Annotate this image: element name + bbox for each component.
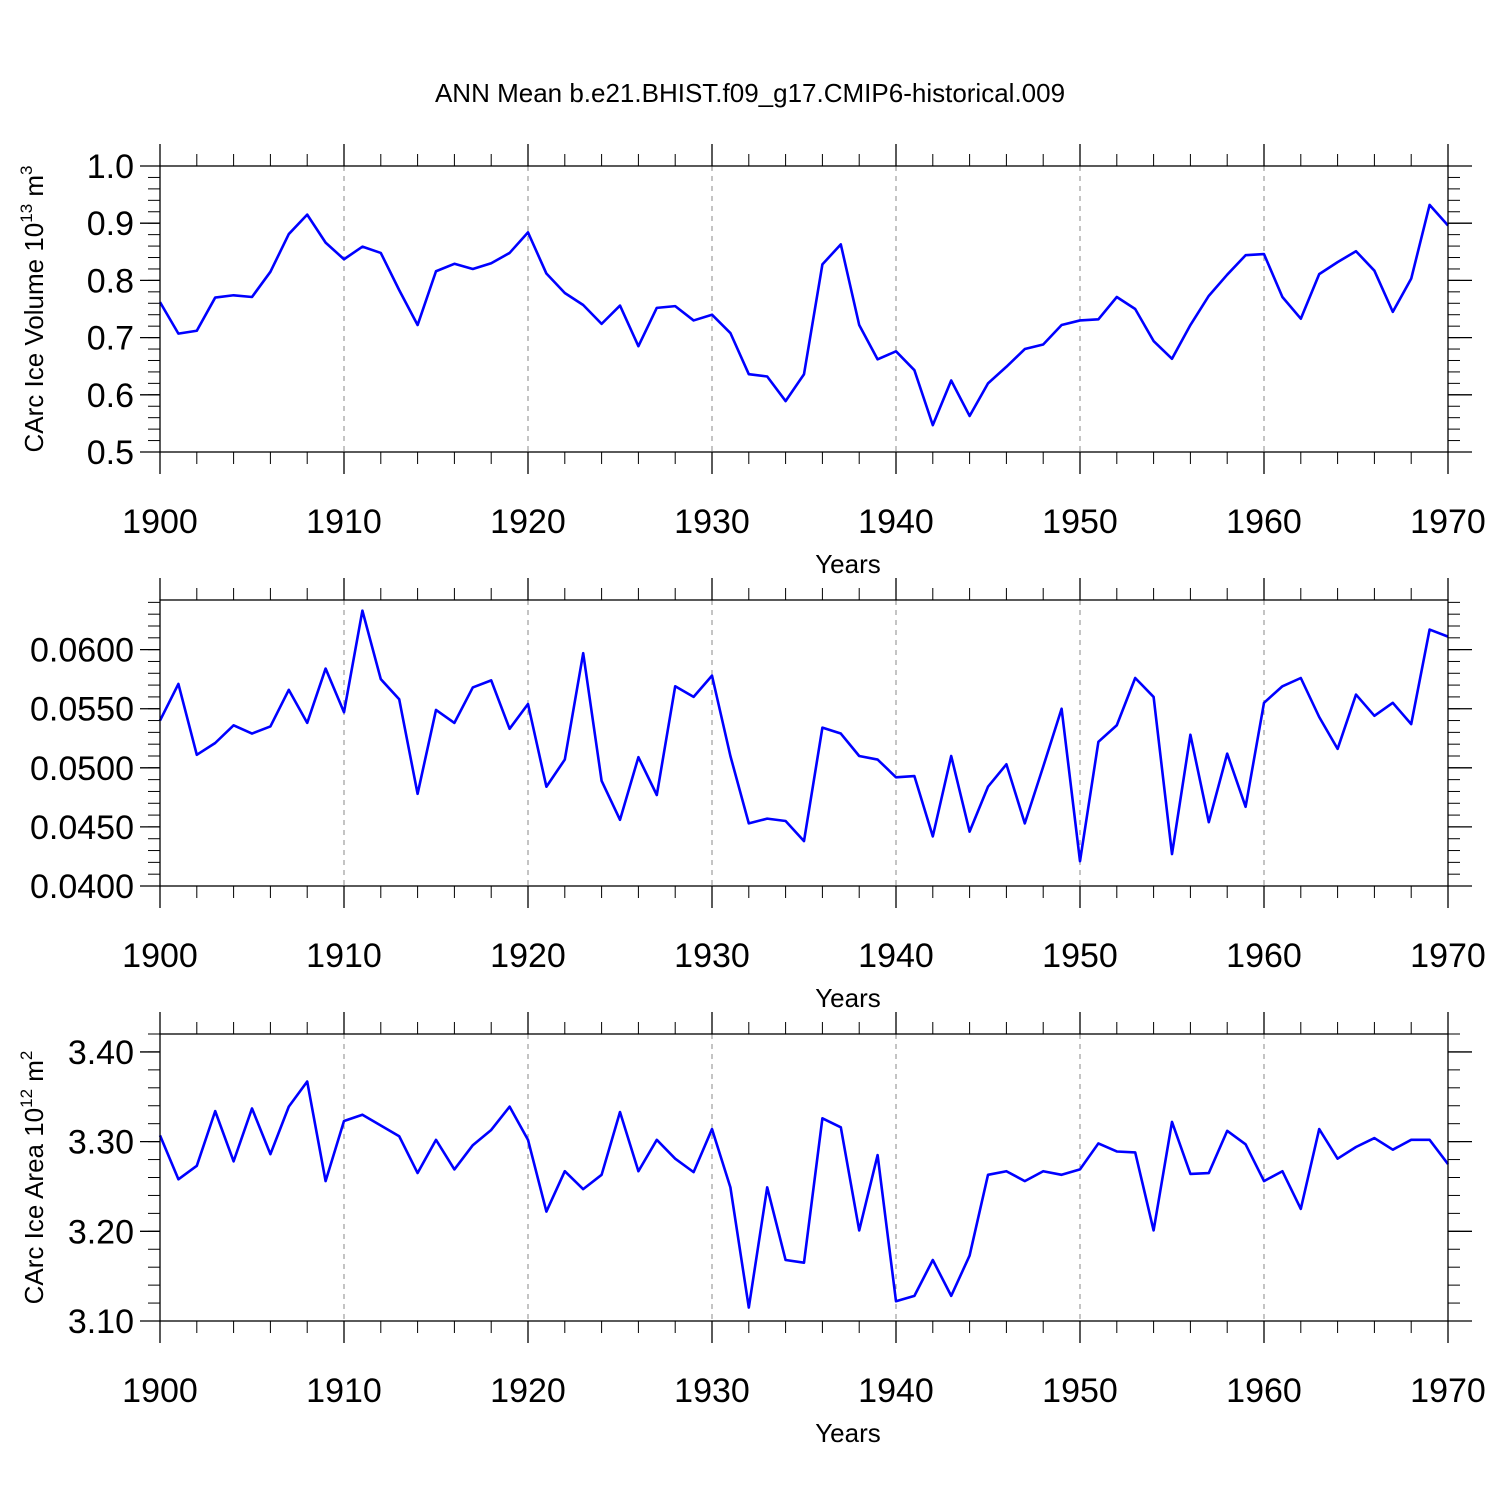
- x-tick-label: 1900: [122, 503, 198, 541]
- y-tick-label: 0.5: [87, 434, 134, 472]
- y-tick-label: 3.10: [68, 1303, 134, 1341]
- y-axis-title: CArc Ice Area 1012 m2: [17, 1051, 49, 1305]
- x-tick-label: 1950: [1042, 503, 1118, 541]
- y-tick-label: 1.0: [87, 148, 134, 186]
- series-line: [158, 609, 1449, 863]
- y-tick-label: 3.40: [68, 1034, 134, 1072]
- series-line: [158, 203, 1449, 427]
- x-axis-title: Years: [815, 983, 881, 1013]
- series-line: [158, 1080, 1450, 1309]
- chart-panels: 1900 1910 1920 1930 1940 1950 1960 1970 0.5 0.6 0.…: [17, 144, 1486, 1448]
- y-tick-label: 0.7: [87, 320, 134, 358]
- y-axis-title-sup2: 2: [17, 1051, 36, 1060]
- x-tick-label: 1960: [1226, 503, 1302, 541]
- y-tick-label: 0.8: [87, 262, 134, 300]
- x-tick-label: 1930: [674, 937, 750, 975]
- y-tick-label: 0.0550: [30, 691, 134, 729]
- x-tick-label: 1900: [122, 937, 198, 975]
- y-tick-label: 3.20: [68, 1213, 134, 1251]
- x-tick-label: 1970: [1410, 503, 1486, 541]
- y-axis-title-base: CArc Ice Area 10: [19, 1108, 49, 1305]
- y-axis-title-mid: m: [19, 1060, 49, 1089]
- y-tick-label: 0.6: [87, 377, 134, 415]
- y-tick-label: 0.0400: [30, 868, 134, 906]
- plot-frame: [159, 599, 1449, 887]
- x-axis-title: Years: [815, 549, 881, 579]
- x-tick-label: 1940: [858, 1372, 934, 1410]
- chart-title: ANN Mean b.e21.BHIST.f09_g17.CMIP6-histo…: [435, 78, 1065, 108]
- chart-panel-1: 1900 1910 1920 1930 1940 1950 1960 1970 0.5 0.6 0.…: [17, 144, 1486, 579]
- x-tick-label: 1940: [858, 937, 934, 975]
- x-tick-label: 1910: [306, 1372, 382, 1410]
- x-tick-label: 1960: [1226, 1372, 1302, 1410]
- y-axis-title: CArc Ice Volume 1013 m3: [17, 165, 49, 452]
- x-tick-label: 1940: [858, 503, 934, 541]
- x-tick-label: 1950: [1042, 937, 1118, 975]
- y-tick-label: 0.0600: [30, 632, 134, 670]
- y-tick-label: 0.0500: [30, 750, 134, 788]
- y-tick-label: 0.9: [87, 205, 134, 243]
- x-tick-label: 1920: [490, 937, 566, 975]
- y-axis-title-sup1: 13: [17, 204, 36, 223]
- y-axis-title-mid: m: [19, 175, 49, 204]
- y-axis-title-sup2: 3: [17, 165, 36, 174]
- plot-frame: [159, 1033, 1449, 1322]
- x-axis-title: Years: [815, 1418, 881, 1448]
- x-tick-label: 1960: [1226, 937, 1302, 975]
- x-tick-label: 1930: [674, 1372, 750, 1410]
- x-tick-label: 1910: [306, 503, 382, 541]
- y-axis-title-base: CArc Ice Volume 10: [19, 223, 49, 453]
- x-tick-label: 1970: [1410, 1372, 1486, 1410]
- x-tick-label: 1920: [490, 503, 566, 541]
- x-tick-label: 1950: [1042, 1372, 1118, 1410]
- x-tick-label: 1900: [122, 1372, 198, 1410]
- plot-frame: [159, 165, 1449, 453]
- y-axis-title-sup1: 12: [17, 1089, 36, 1108]
- y-tick-label: 3.30: [68, 1124, 134, 1162]
- x-tick-label: 1910: [306, 937, 382, 975]
- chart-panel-2: 1900 1910 1920 1930 1940 1950 1960 1970 0.0400 0.…: [30, 578, 1486, 1013]
- x-tick-label: 1920: [490, 1372, 566, 1410]
- x-tick-label: 1930: [674, 503, 750, 541]
- x-tick-label: 1970: [1410, 937, 1486, 975]
- chart-panel-3: 1900 1910 1920 1930 1940 1950 1960 1970 3.10 3.20…: [17, 1012, 1486, 1448]
- y-tick-label: 0.0450: [30, 809, 134, 847]
